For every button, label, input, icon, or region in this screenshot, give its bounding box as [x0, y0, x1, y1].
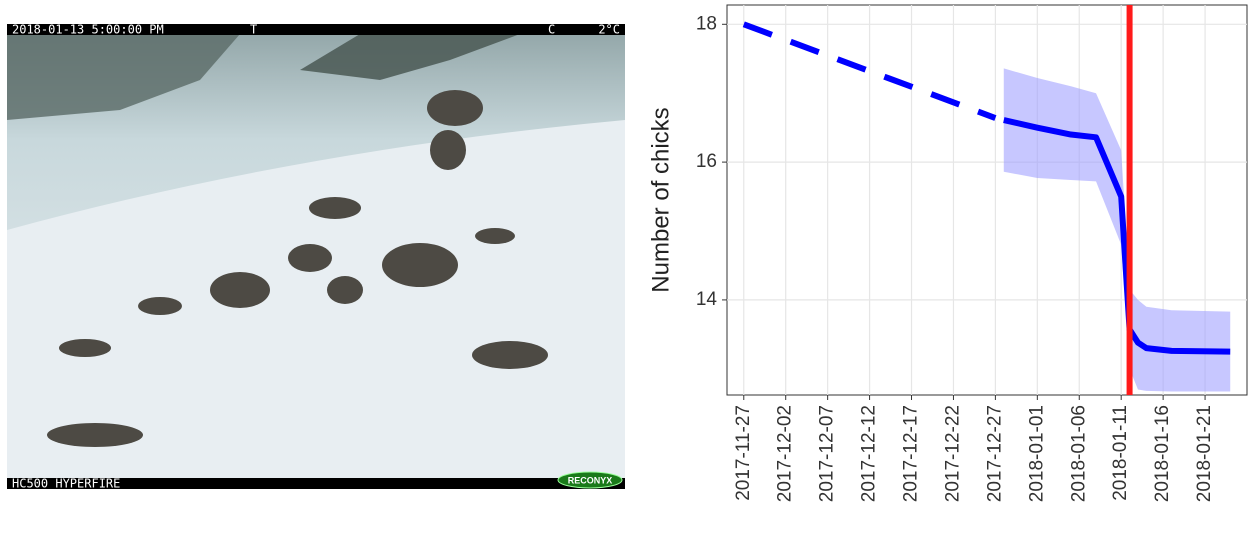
stamp-bar — [7, 24, 625, 35]
x-tick-label: 2018-01-16 — [1152, 405, 1173, 502]
y-tick-label: 18 — [696, 13, 717, 34]
x-tick-label: 2018-01-06 — [1068, 405, 1089, 502]
line — [1003, 117, 1231, 355]
y-tick-label: 14 — [696, 289, 718, 310]
stamp-flag: T — [250, 23, 257, 37]
footer-bar — [7, 478, 625, 489]
camera-model: HC500 HYPERFIRE — [12, 477, 120, 491]
stamp-datetime: 2018-01-13 5:00:00 PM — [12, 23, 164, 37]
x-tick-label: 2017-12-17 — [901, 405, 922, 502]
x-tick-label: 2018-01-01 — [1026, 405, 1047, 502]
brand-badge — [557, 471, 623, 489]
x-tick-label: 2017-12-12 — [859, 405, 880, 502]
stamp-temp: 2°C — [598, 23, 620, 37]
x-tick-label: 2017-11-27 — [733, 405, 754, 501]
y-tick-label: 16 — [696, 151, 717, 172]
x-tick-label: 2017-12-22 — [942, 405, 963, 502]
line — [742, 21, 997, 121]
stamp-moon: C — [548, 23, 555, 37]
confidence-band — [1003, 68, 1231, 392]
rock-ridge — [300, 34, 520, 80]
plot: 14 16 18 2017-11-27 2017-12-02 2017-12-07 2017… — [696, 5, 1247, 502]
x-tick-label: 2017-12-02 — [775, 405, 796, 502]
x-tick-label: 2018-01-21 — [1194, 405, 1215, 502]
snow — [7, 120, 625, 478]
y-axis-label: Number of chicks — [647, 107, 674, 292]
rock-slope — [7, 34, 240, 120]
x-tick-label: 2017-12-27 — [984, 405, 1005, 502]
rocks — [47, 90, 548, 447]
photo: 2018-01-13 5:00:00 PM T C 2°C HC500 HYPE… — [7, 23, 625, 491]
x-tick-label: 2017-12-07 — [817, 405, 838, 502]
x-tick-label: 2018-01-11 — [1110, 405, 1131, 501]
brand: RECONYX — [568, 475, 613, 485]
